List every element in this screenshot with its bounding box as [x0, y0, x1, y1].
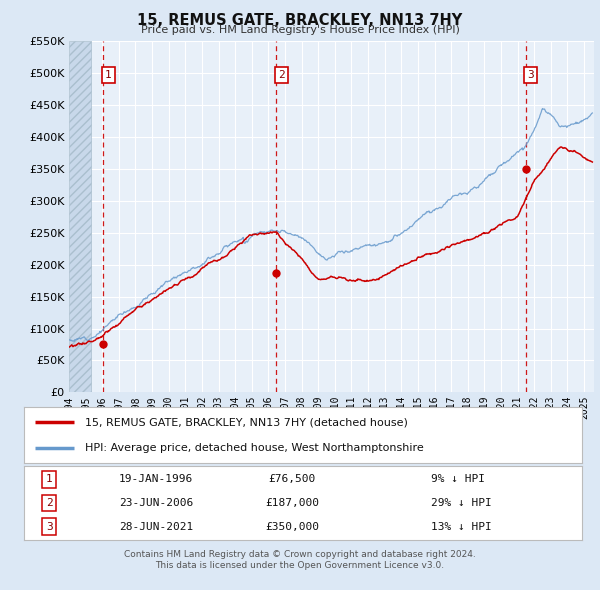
Text: 15, REMUS GATE, BRACKLEY, NN13 7HY: 15, REMUS GATE, BRACKLEY, NN13 7HY — [137, 13, 463, 28]
Text: This data is licensed under the Open Government Licence v3.0.: This data is licensed under the Open Gov… — [155, 560, 445, 569]
Text: £350,000: £350,000 — [265, 522, 319, 532]
Text: 13% ↓ HPI: 13% ↓ HPI — [431, 522, 492, 532]
Text: 2: 2 — [278, 70, 285, 80]
Text: £76,500: £76,500 — [268, 474, 316, 484]
Bar — [69, 41, 91, 392]
Text: 1: 1 — [104, 70, 112, 80]
Text: 28-JUN-2021: 28-JUN-2021 — [119, 522, 193, 532]
Text: 23-JUN-2006: 23-JUN-2006 — [119, 498, 193, 508]
Text: 3: 3 — [527, 70, 534, 80]
Text: 19-JAN-1996: 19-JAN-1996 — [119, 474, 193, 484]
Text: 29% ↓ HPI: 29% ↓ HPI — [431, 498, 492, 508]
Text: 9% ↓ HPI: 9% ↓ HPI — [431, 474, 485, 484]
Text: 15, REMUS GATE, BRACKLEY, NN13 7HY (detached house): 15, REMUS GATE, BRACKLEY, NN13 7HY (deta… — [85, 417, 408, 427]
Text: Contains HM Land Registry data © Crown copyright and database right 2024.: Contains HM Land Registry data © Crown c… — [124, 550, 476, 559]
Text: 3: 3 — [46, 522, 52, 532]
Text: Price paid vs. HM Land Registry's House Price Index (HPI): Price paid vs. HM Land Registry's House … — [140, 25, 460, 35]
Text: HPI: Average price, detached house, West Northamptonshire: HPI: Average price, detached house, West… — [85, 443, 424, 453]
Text: £187,000: £187,000 — [265, 498, 319, 508]
Text: 1: 1 — [46, 474, 52, 484]
Text: 2: 2 — [46, 498, 52, 508]
